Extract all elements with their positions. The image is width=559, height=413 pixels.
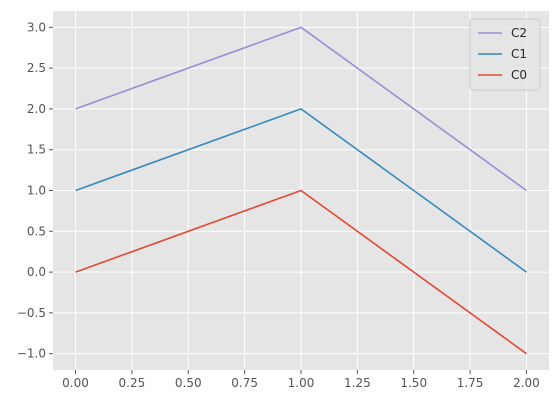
x-tick-label: 0.50 [175,376,202,390]
x-tick-label: 2.00 [513,376,540,390]
x-tick-label: 0.00 [62,376,89,390]
y-tick-label: 0.0 [27,265,46,279]
series-line-c2 [75,26,527,192]
y-tick-label: 2.0 [27,102,46,116]
x-axis-ticks: 0.00 0.25 0.50 0.75 1.00 1.25 1.50 1.75 2.00 [62,370,540,390]
y-tick-label: 1.0 [27,184,46,198]
y-tick-label: 1.5 [27,143,46,157]
y-tick-label: −0.5 [17,306,46,320]
y-tick-label: −1.0 [17,347,46,361]
legend-label-c0: C0 [511,68,527,82]
y-tick-label: 0.5 [27,224,46,238]
series-lines [75,26,527,355]
legend: C2 C1 C0 [469,18,541,91]
y-tick-label: 3.0 [27,20,46,34]
x-tick-label: 1.50 [400,376,427,390]
legend-label-c2: C2 [511,26,527,40]
x-tick-label: 1.75 [457,376,484,390]
series-line-c1 [75,108,527,273]
x-tick-label: 1.00 [288,376,315,390]
x-tick-label: 0.75 [231,376,258,390]
series-line-c0 [75,189,527,355]
y-tick-label: 2.5 [27,61,46,75]
x-tick-label: 0.25 [119,376,146,390]
legend-box [469,18,541,91]
x-tick-label: 1.25 [344,376,371,390]
y-axis-ticks: −1.0 −0.5 0.0 0.5 1.0 1.5 2.0 2.5 3.0 [17,20,53,361]
legend-label-c1: C1 [511,47,527,61]
